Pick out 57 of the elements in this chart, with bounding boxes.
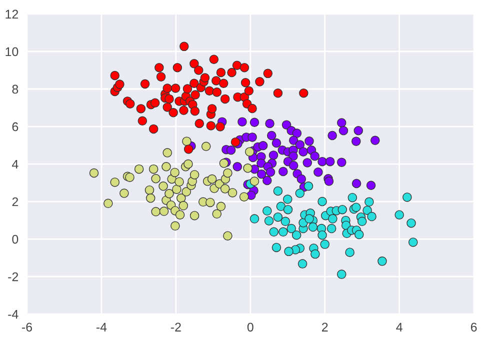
point — [170, 221, 180, 231]
point — [89, 168, 99, 178]
point — [250, 176, 260, 186]
y-tick-label: 2 — [12, 197, 18, 206]
point — [178, 201, 188, 210]
point — [164, 189, 174, 198]
point — [110, 178, 120, 187]
x-tick-label: 4 — [396, 322, 402, 332]
point — [158, 182, 168, 191]
point — [206, 198, 215, 208]
point — [134, 164, 144, 174]
point — [201, 142, 211, 152]
point — [182, 187, 191, 196]
y-tick-label: 12 — [6, 10, 18, 19]
y-tick-label: 8 — [12, 84, 18, 94]
x-tick-label: 2 — [322, 322, 328, 332]
point — [125, 172, 134, 182]
point — [239, 192, 249, 202]
x-tick-label: -4 — [96, 322, 107, 332]
point — [182, 136, 192, 146]
point — [120, 188, 129, 198]
point — [243, 164, 252, 173]
y-tick-label: -4 — [8, 310, 18, 319]
point — [144, 185, 154, 195]
point — [170, 168, 180, 178]
point — [146, 194, 156, 203]
point — [190, 170, 200, 180]
x-tick-label: -6 — [22, 322, 32, 332]
point — [216, 202, 226, 212]
point — [223, 168, 232, 178]
x-tick-label: 6 — [470, 322, 477, 332]
point — [174, 177, 184, 186]
y-tick-label: 10 — [6, 47, 18, 56]
point — [207, 174, 217, 184]
x-tick-label: -2 — [170, 322, 181, 332]
point — [184, 159, 193, 169]
point — [159, 206, 169, 216]
point — [148, 164, 158, 174]
point — [151, 174, 160, 184]
y-tick-label: -2 — [8, 272, 18, 282]
point — [151, 207, 160, 216]
point — [212, 209, 222, 219]
point — [220, 184, 230, 194]
point — [245, 147, 254, 156]
point — [162, 148, 172, 158]
point — [219, 158, 229, 168]
point — [172, 184, 182, 194]
y-tick-label: 4 — [12, 160, 18, 169]
point — [175, 210, 185, 220]
point — [223, 231, 232, 240]
x-tick-label: 0 — [247, 322, 254, 332]
y-tick-label: 6 — [12, 122, 18, 132]
point — [190, 210, 200, 220]
point — [228, 188, 238, 198]
y-tick-label: 0 — [12, 234, 18, 244]
point — [162, 162, 171, 172]
point — [104, 198, 113, 208]
